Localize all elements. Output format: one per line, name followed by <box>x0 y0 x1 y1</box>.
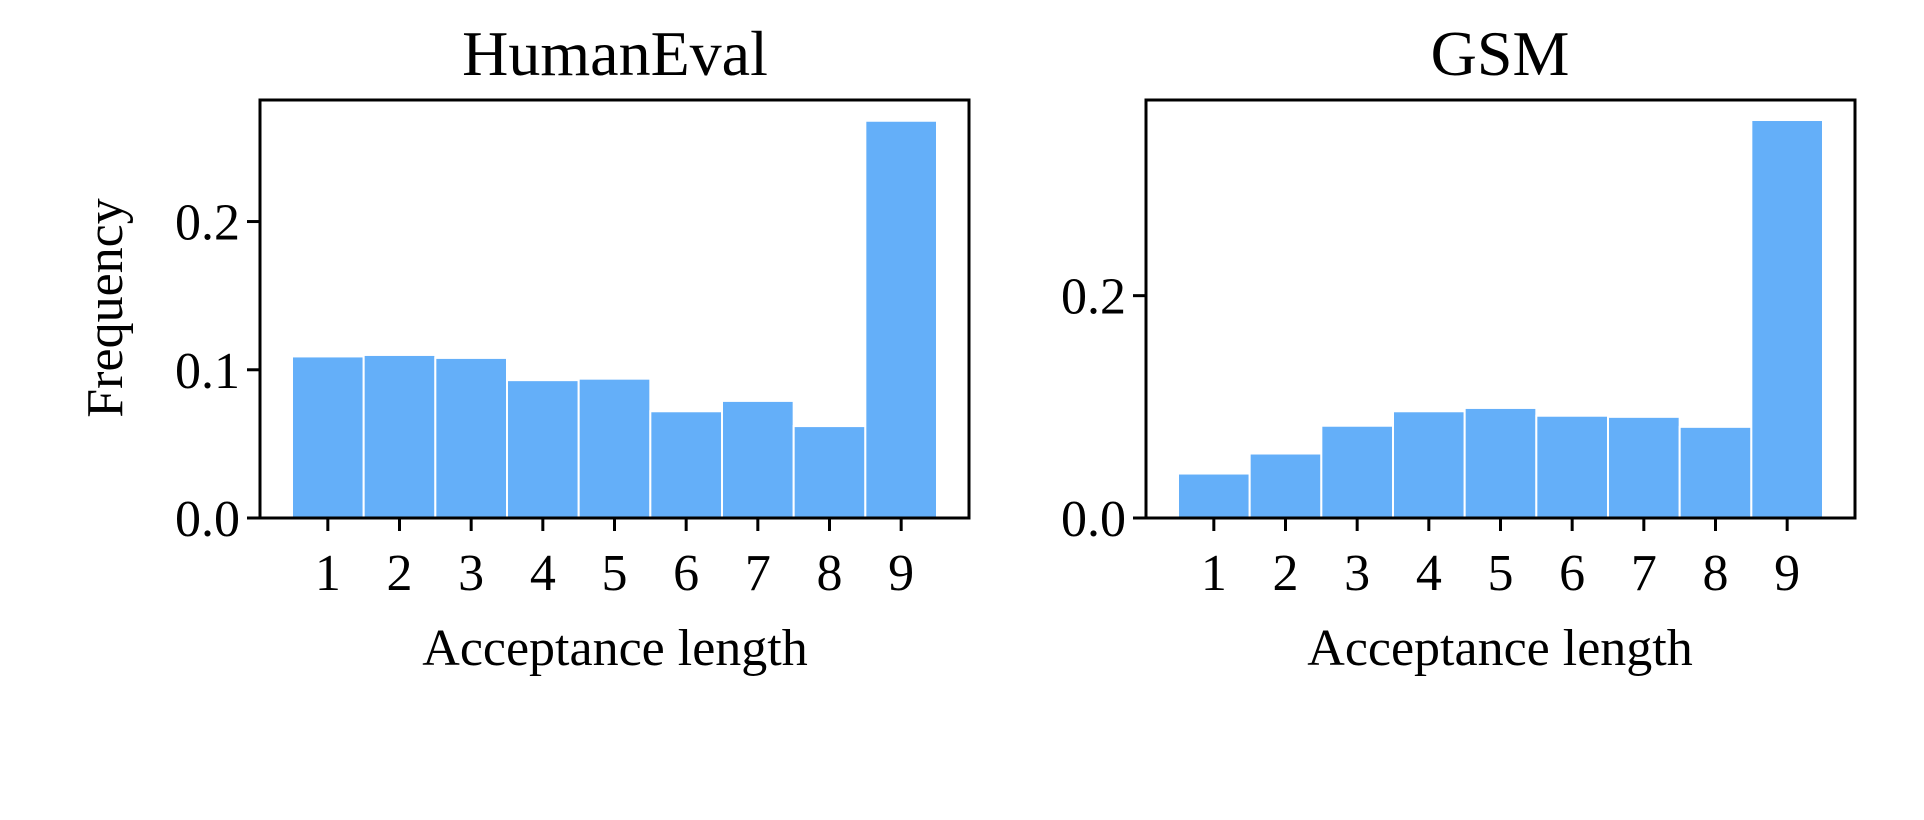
x-tick-label: 7 <box>745 545 771 602</box>
bar-8 <box>1678 425 1753 519</box>
x-tick-label: 8 <box>1703 545 1729 602</box>
x-tick-label: 6 <box>673 545 699 602</box>
bar-3 <box>1320 424 1395 520</box>
bar-9 <box>864 119 938 519</box>
y-tick-label: 0.2 <box>175 195 240 252</box>
plot-frame <box>258 98 971 520</box>
x-tick-label: 3 <box>1344 545 1370 602</box>
x-axis-label: Acceptance length <box>1307 620 1692 677</box>
x-axis-label: Acceptance length <box>422 620 807 677</box>
bar-1 <box>291 355 365 519</box>
y-tick-label: 0.1 <box>175 343 240 400</box>
bar-1 <box>1177 472 1251 520</box>
x-tick-label: 4 <box>1416 545 1442 602</box>
bar-2 <box>1248 452 1323 519</box>
chart-title: GSM <box>1431 18 1570 89</box>
x-tick-label: 6 <box>1559 545 1585 602</box>
x-tick-label: 1 <box>1201 545 1227 602</box>
bar-5 <box>1463 406 1538 520</box>
plot-frame <box>1144 98 1857 520</box>
bar-5 <box>577 377 652 519</box>
bar-6 <box>649 410 723 519</box>
bars <box>1177 119 1825 520</box>
x-tick-label: 3 <box>458 545 484 602</box>
bar-4 <box>1392 410 1466 519</box>
x-tick-label: 4 <box>530 545 556 602</box>
x-tick-label: 9 <box>1774 545 1800 602</box>
bar-8 <box>792 425 867 520</box>
bar-6 <box>1535 414 1610 520</box>
y-ticks: 0.0 0.1 0.2 <box>175 195 260 548</box>
x-tick-label: 5 <box>602 545 628 602</box>
y-ticks: 0.0 0.2 <box>1061 269 1146 548</box>
bar-3 <box>434 356 509 519</box>
x-tick-label: 8 <box>817 545 843 602</box>
y-tick-label: 0.0 <box>175 491 240 548</box>
y-axis-label: Frequency <box>77 198 134 417</box>
bar-9 <box>1750 119 1825 519</box>
x-tick-label: 7 <box>1631 545 1657 602</box>
bar-7 <box>721 399 795 519</box>
y-tick-label: 0.0 <box>1061 491 1126 548</box>
chart-title: HumanEval <box>462 18 768 89</box>
bars <box>291 119 938 520</box>
x-tick-label: 2 <box>1273 545 1299 602</box>
x-tick-label: 5 <box>1488 545 1514 602</box>
x-tick-label: 1 <box>315 545 341 602</box>
bar-4 <box>506 379 580 519</box>
bar-7 <box>1607 415 1681 520</box>
y-tick-label: 0.2 <box>1061 269 1126 326</box>
bar-2 <box>362 353 437 519</box>
x-tick-label: 2 <box>387 545 413 602</box>
x-tick-label: 9 <box>888 545 914 602</box>
